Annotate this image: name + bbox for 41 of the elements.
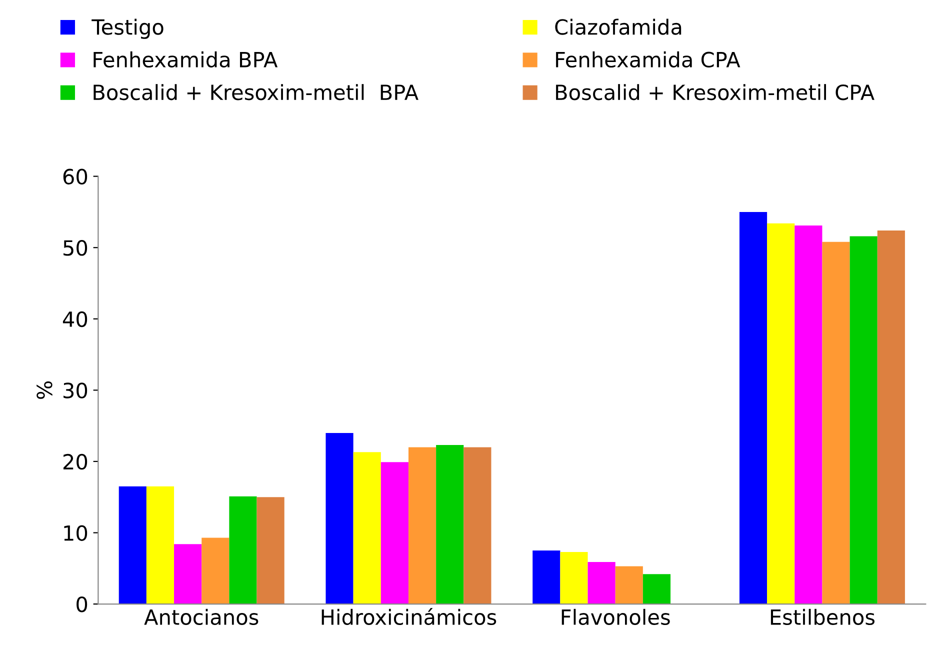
y-axis-title: % (36, 381, 52, 399)
bar (436, 445, 464, 604)
legend-label: Testigo (92, 18, 164, 39)
bar (326, 432, 354, 604)
x-tick-label: Flavonoles (562, 608, 670, 626)
bar (588, 562, 616, 604)
bar (560, 552, 588, 604)
bar (464, 447, 492, 604)
bar (408, 447, 436, 604)
y-tick-label: 30 (64, 382, 88, 398)
x-tick-label: Estilbenos (770, 608, 875, 626)
bar (739, 212, 768, 604)
legend-label: Fenhexamida CPA (556, 51, 740, 68)
y-tick-label: 60 (63, 168, 88, 185)
bar (353, 452, 381, 604)
bar (877, 230, 905, 604)
bar (380, 462, 408, 604)
x-tick-label: Hidroxicinámicos (322, 608, 496, 626)
bar (767, 223, 795, 604)
x-tick-label: Antocianos (144, 608, 258, 626)
legend-label: Boscalid + Kresoxim-metil CPA (556, 84, 874, 100)
bar (850, 236, 878, 604)
y-tick-label: 20 (63, 454, 88, 470)
bar (256, 497, 284, 604)
bar (202, 538, 230, 604)
y-tick-label: 10 (64, 525, 88, 541)
legend-label: Ciazofamida (555, 18, 682, 35)
bar (118, 486, 146, 604)
y-tick-label: 40 (62, 311, 88, 328)
bar (615, 566, 643, 604)
bar (532, 550, 560, 604)
bar (146, 486, 174, 604)
bar (174, 544, 202, 604)
bar (822, 242, 850, 604)
bar (229, 496, 257, 604)
bar (642, 574, 671, 604)
legend-label: Boscalid + Kresoxim-metil BPA (94, 84, 418, 100)
legend-label: Fenhexamida BPA (94, 51, 278, 68)
y-tick-label: 50 (64, 240, 88, 256)
y-tick-label: 0 (76, 596, 88, 612)
bar (794, 225, 822, 604)
